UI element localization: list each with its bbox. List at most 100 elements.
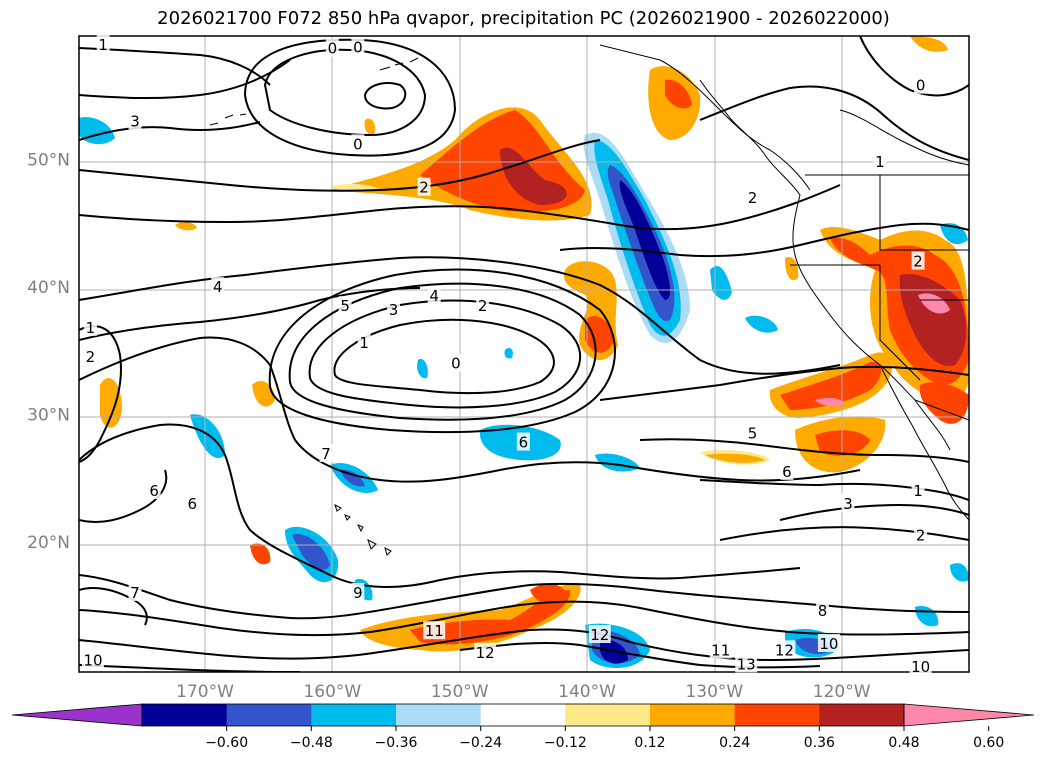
lat-label-50: 50°N	[27, 151, 70, 171]
contour-label: 2	[478, 297, 488, 315]
colorbar-tick-label: 0.36	[804, 735, 835, 751]
contour-1-ne	[699, 85, 969, 161]
contour-8-south	[79, 574, 969, 620]
coastline-baja	[879, 364, 969, 521]
contour-west-loop2	[79, 469, 168, 523]
contour-label: 2	[916, 527, 926, 545]
contour-label-bg	[147, 481, 161, 500]
contour-label-bg	[474, 642, 497, 661]
contour-label: 1	[913, 482, 923, 500]
contour-label-bg	[746, 187, 760, 206]
border-state1	[879, 175, 969, 251]
colorbar-tick-label: −0.36	[375, 735, 418, 751]
contour-label: 2	[86, 348, 96, 366]
contour-label-bg	[338, 296, 352, 315]
contour-label-bg	[911, 251, 925, 270]
colorbar-swatch	[650, 704, 736, 726]
contour-label-bg	[427, 286, 441, 305]
lon-label-140: 140°W	[558, 682, 616, 702]
colorbar-swatch	[565, 704, 651, 726]
colorbar-tick-label: 0.12	[634, 735, 665, 751]
contour-label-bg	[588, 625, 611, 644]
contour-label-bg	[911, 481, 925, 500]
shade-pink-west-us	[918, 293, 950, 314]
contour-label: 0	[353, 38, 363, 56]
contour-label: 7	[321, 445, 331, 463]
coastline-canada-n	[839, 109, 969, 166]
shade-orange-ne	[910, 36, 948, 52]
contour-label-bg	[476, 296, 490, 315]
contour-label: 2	[419, 179, 429, 197]
contour-label: 12	[590, 626, 609, 644]
shade-navy-streak	[619, 180, 671, 300]
shade-orange-aleut	[364, 118, 376, 136]
colorbar-swatch	[142, 704, 228, 726]
contour-3-se	[779, 503, 969, 521]
contour-label: 3	[130, 112, 140, 130]
latitude-labels: 50°N 40°N 30°N 20°N	[27, 151, 70, 553]
contour-label-bg	[83, 317, 97, 336]
contour-label: 1	[359, 334, 369, 352]
contour-3-center	[268, 268, 616, 434]
shade-cyan-se3	[915, 606, 939, 627]
contour-label: 5	[340, 297, 350, 315]
shade-blue-spot1	[417, 359, 428, 379]
contour-label: 13	[737, 655, 756, 673]
contour-1-nw	[79, 47, 271, 86]
contour-label: 11	[711, 641, 730, 659]
contour-west-loop1	[79, 325, 122, 463]
contours	[79, 36, 969, 672]
hawaii-islands	[334, 504, 392, 556]
shade-orange-sw	[250, 543, 271, 565]
coastlines	[209, 44, 969, 556]
contour-label: 1	[86, 319, 96, 337]
contour-label: 9	[353, 584, 363, 602]
contour-0-aleut-inner	[363, 82, 407, 110]
colorbar-swatch	[480, 704, 566, 726]
coastline-alaska-panhandle	[599, 44, 811, 191]
colorbar-tick-label: −0.48	[290, 735, 333, 751]
contour-0-ne	[859, 36, 969, 97]
lon-label-150: 150°W	[431, 682, 489, 702]
colorbar-tick-label: −0.12	[544, 735, 587, 751]
shade-orange-small1	[175, 222, 197, 231]
colorbar-extend-min	[11, 703, 143, 727]
shade-red-east	[780, 361, 882, 410]
contour-label: 10	[911, 658, 930, 676]
colorbar-tick-label: −0.24	[459, 735, 502, 751]
lon-label-160: 160°W	[303, 682, 361, 702]
contour-0-center	[333, 318, 555, 395]
shade-cyan-se4	[950, 563, 969, 582]
colorbar-extend-max	[903, 703, 1035, 727]
shade-cyan-nw	[79, 117, 115, 145]
lon-label-170: 170°W	[176, 682, 234, 702]
shade-orange-east3	[705, 453, 765, 463]
shade-orange-west	[100, 378, 122, 428]
contour-label-bg	[773, 640, 796, 659]
aleutians	[209, 57, 419, 126]
contour-label-bg	[351, 37, 365, 56]
contour-label: 10	[819, 635, 838, 653]
shade-orange-baja	[785, 256, 799, 281]
contour-3-east	[599, 365, 969, 401]
lat-label-20: 20°N	[27, 533, 70, 553]
contour-label: 6	[188, 495, 198, 513]
contour-label: 11	[425, 622, 444, 640]
map-frame	[78, 35, 970, 673]
colorbar-tick-label: 0.24	[719, 735, 750, 751]
coastline-bc	[699, 79, 801, 196]
contour-label: 0	[328, 40, 338, 58]
contour-label: 0	[451, 355, 461, 373]
contour-label-bg	[82, 650, 105, 669]
contour-label-bg	[873, 152, 887, 171]
border-state3	[879, 265, 921, 381]
contour-6-east	[699, 479, 969, 501]
colorbar-swatch	[311, 704, 397, 726]
shade-red-south2	[530, 583, 568, 604]
contour-label: 6	[149, 482, 159, 500]
contour-3-nw	[79, 121, 261, 141]
contour-label-bg	[128, 582, 142, 601]
contour-0-aleut-outer	[243, 38, 457, 157]
shade-blue-sw	[292, 534, 330, 570]
